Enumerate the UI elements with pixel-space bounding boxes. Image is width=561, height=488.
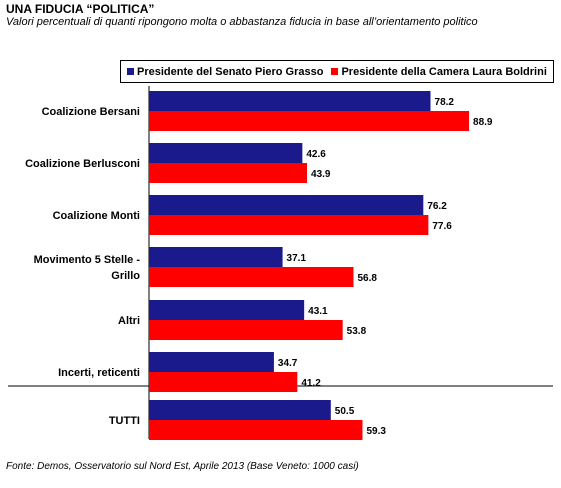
category-label: Coalizione Berlusconi (25, 158, 140, 170)
data-label: 43.1 (308, 306, 328, 317)
legend: Presidente del Senato Piero Grasso Presi… (120, 60, 554, 83)
data-label: 53.8 (347, 326, 367, 337)
data-label: 77.6 (432, 221, 452, 232)
category-label: TUTTI (109, 415, 140, 427)
data-label: 88.9 (473, 117, 493, 128)
bar-boldrini (149, 163, 308, 183)
bar-grasso (149, 195, 424, 215)
chart-subtitle: Valori percentuali di quanti ripongono m… (6, 16, 478, 28)
legend-swatch-grasso (127, 68, 134, 75)
bar-boldrini (149, 267, 354, 287)
data-label: 56.8 (357, 273, 377, 284)
data-label: 43.9 (311, 169, 331, 180)
data-label: 42.6 (306, 149, 326, 160)
chart-title: UNA FIDUCIA “POLITICA” (6, 2, 155, 16)
category-label: Movimento 5 Stelle - (34, 254, 141, 266)
data-label: 76.2 (427, 201, 447, 212)
bar-grasso (149, 400, 331, 420)
bar-grasso (149, 247, 283, 267)
legend-label-grasso: Presidente del Senato Piero Grasso (137, 65, 324, 78)
data-label: 37.1 (287, 253, 307, 264)
data-label: 78.2 (435, 97, 455, 108)
category-label: Grillo (111, 270, 140, 282)
data-label: 50.5 (335, 406, 355, 417)
category-label: Coalizione Bersani (42, 106, 140, 118)
bar-grasso (149, 143, 303, 163)
bar-boldrini (149, 215, 429, 235)
bar-boldrini (149, 420, 363, 440)
bar-grasso (149, 91, 431, 111)
category-label: Coalizione Monti (53, 210, 140, 222)
category-label: Incerti, reticenti (58, 367, 140, 379)
bar-boldrini (149, 372, 298, 392)
legend-swatch-boldrini (331, 68, 339, 75)
legend-item-grasso: Presidente del Senato Piero Grasso (127, 66, 323, 78)
legend-item-boldrini: Presidente della Camera Laura Boldrini (331, 65, 547, 78)
data-label: 41.2 (301, 378, 321, 389)
data-label: 34.7 (278, 358, 298, 369)
source-note: Fonte: Demos, Osservatorio sul Nord Est,… (6, 461, 359, 472)
category-label: Altri (118, 315, 140, 327)
bar-grasso (149, 352, 274, 372)
legend-label-boldrini: Presidente della Camera Laura Boldrini (341, 65, 547, 78)
bar-boldrini (149, 320, 343, 340)
bar-boldrini (149, 111, 470, 131)
bar-grasso (149, 300, 305, 320)
data-label: 59.3 (366, 426, 386, 437)
